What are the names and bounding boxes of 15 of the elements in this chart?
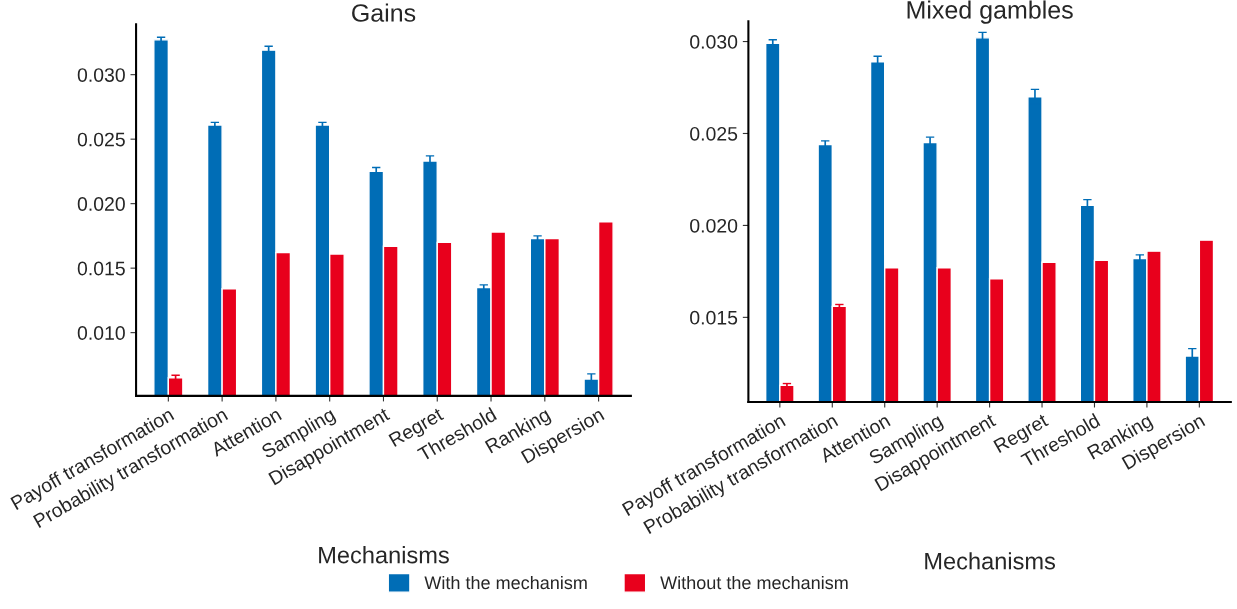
legend-label: With the mechanism — [424, 575, 587, 590]
legend-label: Without the mechanism — [660, 575, 848, 590]
y-tick-label: 0.030 — [77, 68, 125, 82]
chart-title: Mixed gambles — [907, 0, 1073, 24]
y-tick-label: 0.015 — [77, 261, 125, 276]
y-tick-label: 0.025 — [690, 126, 738, 141]
y-tick-label: 0.010 — [77, 326, 125, 340]
y-tick-label: 0.025 — [77, 132, 125, 147]
y-tick-label: 0.015 — [690, 310, 738, 325]
y-tick-label: 0.020 — [690, 218, 738, 233]
chart-title: Gains — [352, 3, 416, 22]
y-tick-label: 0.030 — [690, 35, 738, 49]
x-axis-title: Mechanisms — [319, 546, 449, 564]
y-tick-label: 0.020 — [77, 197, 125, 211]
x-axis-title: Mechanisms — [925, 552, 1056, 570]
